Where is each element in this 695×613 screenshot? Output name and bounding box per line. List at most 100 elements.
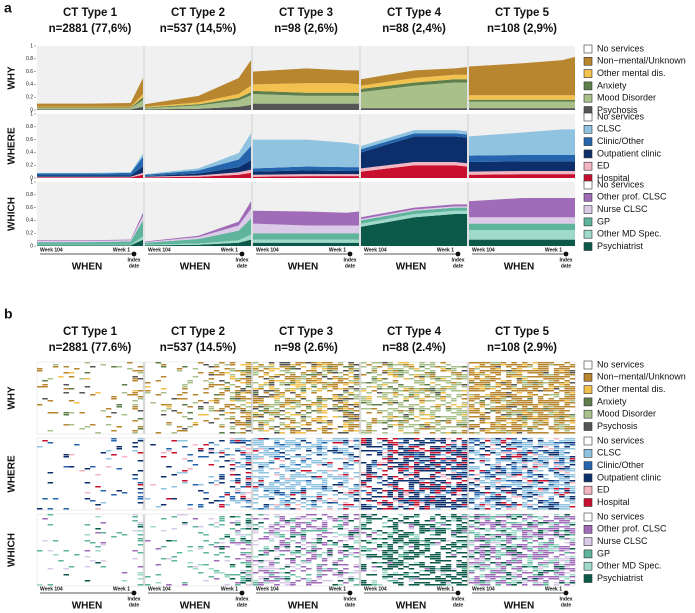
legend-label: GP (597, 216, 610, 226)
sequence-cell (424, 568, 431, 570)
sequence-cell (537, 556, 544, 558)
sequence-cell (461, 476, 468, 478)
sequence-cell (537, 418, 544, 420)
sequence-cell (456, 548, 462, 550)
sequence-cell (366, 382, 372, 384)
sequence-cell (343, 458, 349, 460)
sequence-cell (445, 438, 452, 440)
sequence-cell (569, 374, 576, 376)
sequence-cell (429, 446, 436, 448)
sequence-cell (279, 394, 285, 396)
sequence-cell (408, 500, 415, 502)
sequence-cell (295, 576, 301, 578)
sequence-cell (245, 426, 252, 428)
sequence-cell (311, 514, 317, 516)
sequence-cell (332, 370, 338, 372)
sequence-cell (537, 490, 544, 492)
sequence-cell (532, 376, 539, 378)
sequence-cell (258, 366, 264, 368)
sequence-cell (332, 450, 338, 452)
sequence-cell (229, 416, 236, 418)
stacked-area (253, 94, 359, 104)
sequence-cell (474, 368, 480, 370)
sequence-cell (300, 486, 307, 488)
sequence-cell (559, 422, 565, 424)
sequence-cell (311, 496, 317, 498)
sequence-cell (353, 364, 360, 366)
sequence-cell (392, 442, 399, 444)
sequence-cell (429, 504, 436, 506)
sequence-cell (366, 432, 372, 434)
sequence-cell (484, 388, 491, 390)
sequence-cell (408, 408, 415, 410)
sequence-cell (537, 462, 544, 464)
sequence-cell (543, 474, 549, 476)
sequence-cell (353, 532, 360, 534)
sequence-cell (564, 490, 570, 492)
sequence-cell (290, 498, 296, 500)
sequence-cell (263, 506, 270, 508)
sequence-cell (461, 422, 468, 424)
sequence-cell (332, 520, 338, 522)
sequence-cell (569, 398, 576, 400)
sequence-cell (403, 366, 409, 368)
sequence-cell (382, 538, 388, 540)
sequence-cell (366, 520, 372, 522)
sequence-cell (145, 386, 151, 388)
sequence-cell (559, 536, 565, 538)
sequence-cell (527, 460, 533, 462)
sequence-cell (311, 420, 317, 422)
sequence-cell (268, 540, 275, 542)
sequence-cell (279, 524, 285, 526)
sequence-cell (490, 398, 496, 400)
sequence-cell (479, 378, 486, 380)
sequence-cell (495, 556, 501, 558)
sequence-cell (229, 540, 236, 542)
sequence-cell (321, 420, 328, 422)
sequence-cell (532, 462, 539, 464)
sequence-cell (537, 464, 544, 466)
sequence-cell (522, 370, 528, 372)
sequence-cell (240, 540, 246, 542)
sequence-cell (47, 524, 54, 526)
sequence-cell (219, 408, 225, 410)
sequence-cell (263, 476, 270, 478)
sequence-cell (564, 524, 570, 526)
sequence-cell (300, 446, 307, 448)
sequence-cell (522, 438, 528, 440)
sequence-cell (253, 416, 259, 418)
sequence-cell (348, 580, 354, 582)
sequence-cell (445, 406, 452, 408)
sequence-cell (527, 522, 533, 524)
sequence-cell (456, 424, 462, 426)
sequence-cell (253, 564, 259, 566)
sequence-cell (564, 496, 570, 498)
x-axis-title: WHEN (504, 262, 535, 273)
y-tick-label: 0.2 (26, 95, 33, 101)
sequence-cell (371, 386, 378, 388)
sequence-cell (469, 428, 475, 430)
sequence-cell (479, 390, 486, 392)
sequence-cell (316, 578, 323, 580)
sequence-cell (456, 438, 462, 440)
sequence-cell (522, 402, 528, 404)
sequence-cell (440, 378, 446, 380)
sequence-cell (414, 416, 420, 418)
sequence-cell (414, 576, 420, 578)
sequence-cell (258, 482, 264, 484)
sequence-cell (435, 420, 441, 422)
sequence-cell (532, 550, 539, 552)
sequence-cell (469, 516, 475, 518)
sequence-cell (445, 564, 452, 566)
sequence-cell (408, 396, 415, 398)
sequence-cell (182, 472, 188, 474)
sequence-cell (479, 504, 486, 506)
sequence-cell (353, 376, 360, 378)
sequence-cell (300, 456, 307, 458)
sequence-cell (435, 576, 441, 578)
sequence-cell (311, 382, 317, 384)
sequence-cell (300, 470, 307, 472)
sequence-cell (295, 526, 301, 528)
sequence-cell (321, 370, 328, 372)
sequence-cell (429, 584, 436, 586)
